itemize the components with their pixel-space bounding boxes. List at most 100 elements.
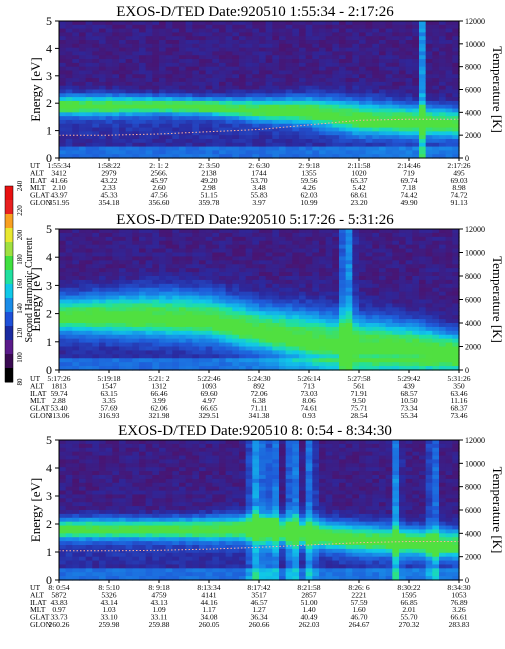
heatmap-cell [392, 276, 400, 281]
heatmap-cell [272, 295, 280, 301]
heatmap-cell [192, 108, 200, 113]
heatmap-cell [439, 326, 447, 332]
heatmap-cell [119, 307, 127, 312]
heatmap-cell [332, 295, 340, 301]
heatmap-cell [152, 311, 160, 316]
heatmap-cell [332, 272, 340, 277]
heatmap-cell [352, 338, 360, 344]
heatmap-cell [412, 47, 420, 53]
heatmap-cell [385, 260, 393, 265]
heatmap-cell [65, 21, 73, 26]
heatmap-cell [252, 248, 260, 254]
heatmap-cell [292, 28, 300, 34]
heatmap-cell [379, 342, 387, 348]
heatmap-cell [372, 36, 380, 41]
heatmap-cell [92, 342, 100, 348]
heatmap-cell [192, 123, 200, 129]
heatmap-cell [159, 323, 167, 328]
heatmap-cell [79, 358, 87, 363]
heatmap-cell [259, 24, 267, 30]
heatmap-cell [439, 51, 447, 56]
heatmap-cell [339, 358, 347, 363]
heatmap-cell [65, 283, 73, 289]
heatmap-cell [205, 232, 213, 238]
orbit-value-glon: 313.06 [49, 411, 70, 420]
heatmap-cell [105, 248, 113, 254]
heatmap-cell [112, 455, 120, 461]
heatmap-cell [432, 93, 440, 98]
heatmap-cell [265, 70, 273, 75]
heatmap-cell [305, 334, 313, 340]
heatmap-cell [252, 66, 260, 72]
heatmap-cell [399, 123, 407, 129]
heatmap-cell [399, 85, 407, 91]
heatmap-cell [365, 256, 373, 261]
heatmap-cell [185, 338, 193, 344]
heatmap-cell [452, 268, 460, 273]
heatmap-cell [205, 32, 213, 37]
heatmap-cell [392, 97, 400, 102]
heatmap-cell [359, 276, 367, 281]
heatmap-cell [185, 154, 193, 159]
heatmap-cell [145, 142, 153, 148]
heatmap-cell [332, 319, 340, 324]
heatmap-cell [192, 97, 200, 102]
heatmap-cell [65, 475, 73, 480]
heatmap-cell [392, 252, 400, 258]
heatmap-cell [119, 443, 127, 449]
heatmap-cell [405, 59, 413, 64]
heatmap-cell [165, 40, 173, 45]
heatmap-cell [352, 142, 360, 148]
heatmap-cell [65, 494, 73, 499]
heatmap-cell [165, 127, 173, 132]
heatmap-cell [192, 315, 200, 320]
heatmap-cell [205, 358, 213, 363]
heatmap-cell [452, 116, 460, 121]
heatmap-cell [79, 354, 87, 359]
heatmap-cell [119, 252, 127, 258]
heatmap-cell [245, 342, 253, 348]
heatmap-cell [372, 252, 380, 258]
heatmap-cell [432, 354, 440, 359]
heatmap-cell [192, 244, 200, 250]
heatmap-cell [325, 100, 333, 106]
heatmap-cell [152, 240, 160, 246]
heatmap-cell [432, 142, 440, 148]
heatmap-cell [219, 264, 227, 269]
heatmap-cell [412, 138, 420, 144]
heatmap-cell [352, 303, 360, 308]
heatmap-cell [419, 100, 427, 106]
heatmap-cell [379, 272, 387, 277]
heatmap-cell [72, 525, 80, 531]
heatmap-cell [445, 299, 453, 305]
heatmap-cell [292, 62, 300, 68]
heatmap-cell [272, 112, 280, 117]
heatmap-cell [125, 490, 133, 496]
heatmap-cell [292, 40, 300, 45]
heatmap-cell [452, 299, 460, 305]
heatmap-cell [385, 146, 393, 151]
heatmap-cell [179, 307, 187, 312]
heatmap-cell [312, 127, 320, 132]
heatmap-cell [345, 131, 353, 136]
heatmap-cell [205, 142, 213, 148]
heatmap-cell [199, 40, 207, 45]
heatmap-cell [425, 256, 433, 261]
heatmap-cell [152, 323, 160, 328]
orbit-value-glat: 68.61 [350, 191, 367, 200]
heatmap-cell [165, 330, 173, 336]
heatmap-cell [439, 303, 447, 308]
heatmap-cell [265, 287, 273, 293]
heatmap-cell [432, 330, 440, 336]
heatmap-cell [185, 244, 193, 250]
heatmap-cell [432, 264, 440, 269]
heatmap-cell [59, 513, 67, 519]
heatmap-cell [192, 256, 200, 261]
heatmap-cell [359, 97, 367, 102]
heatmap-cell [279, 279, 287, 285]
heatmap-cell [299, 78, 307, 83]
heatmap-cell [72, 74, 80, 79]
heatmap-cell [145, 127, 153, 132]
heatmap-cell [372, 127, 380, 132]
heatmap-cell [392, 66, 400, 72]
